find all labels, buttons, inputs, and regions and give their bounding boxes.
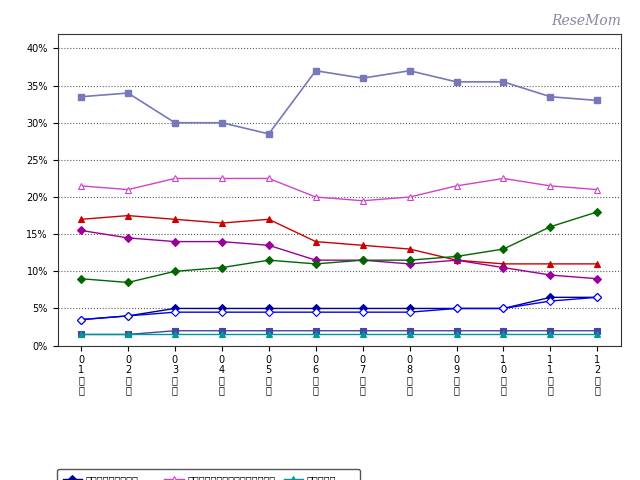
Text: ReseMom: ReseMom [551, 14, 621, 28]
Legend: 収入さえあればよい, 楽しく働きたい, 自分の夢のために働きたい, 個人の生活と仕事を両立させたい, プライドの持てる仕事をしたい, 人のためになる仕事をしたい: 収入さえあればよい, 楽しく働きたい, 自分の夢のために働きたい, 個人の生活と… [57, 469, 360, 480]
